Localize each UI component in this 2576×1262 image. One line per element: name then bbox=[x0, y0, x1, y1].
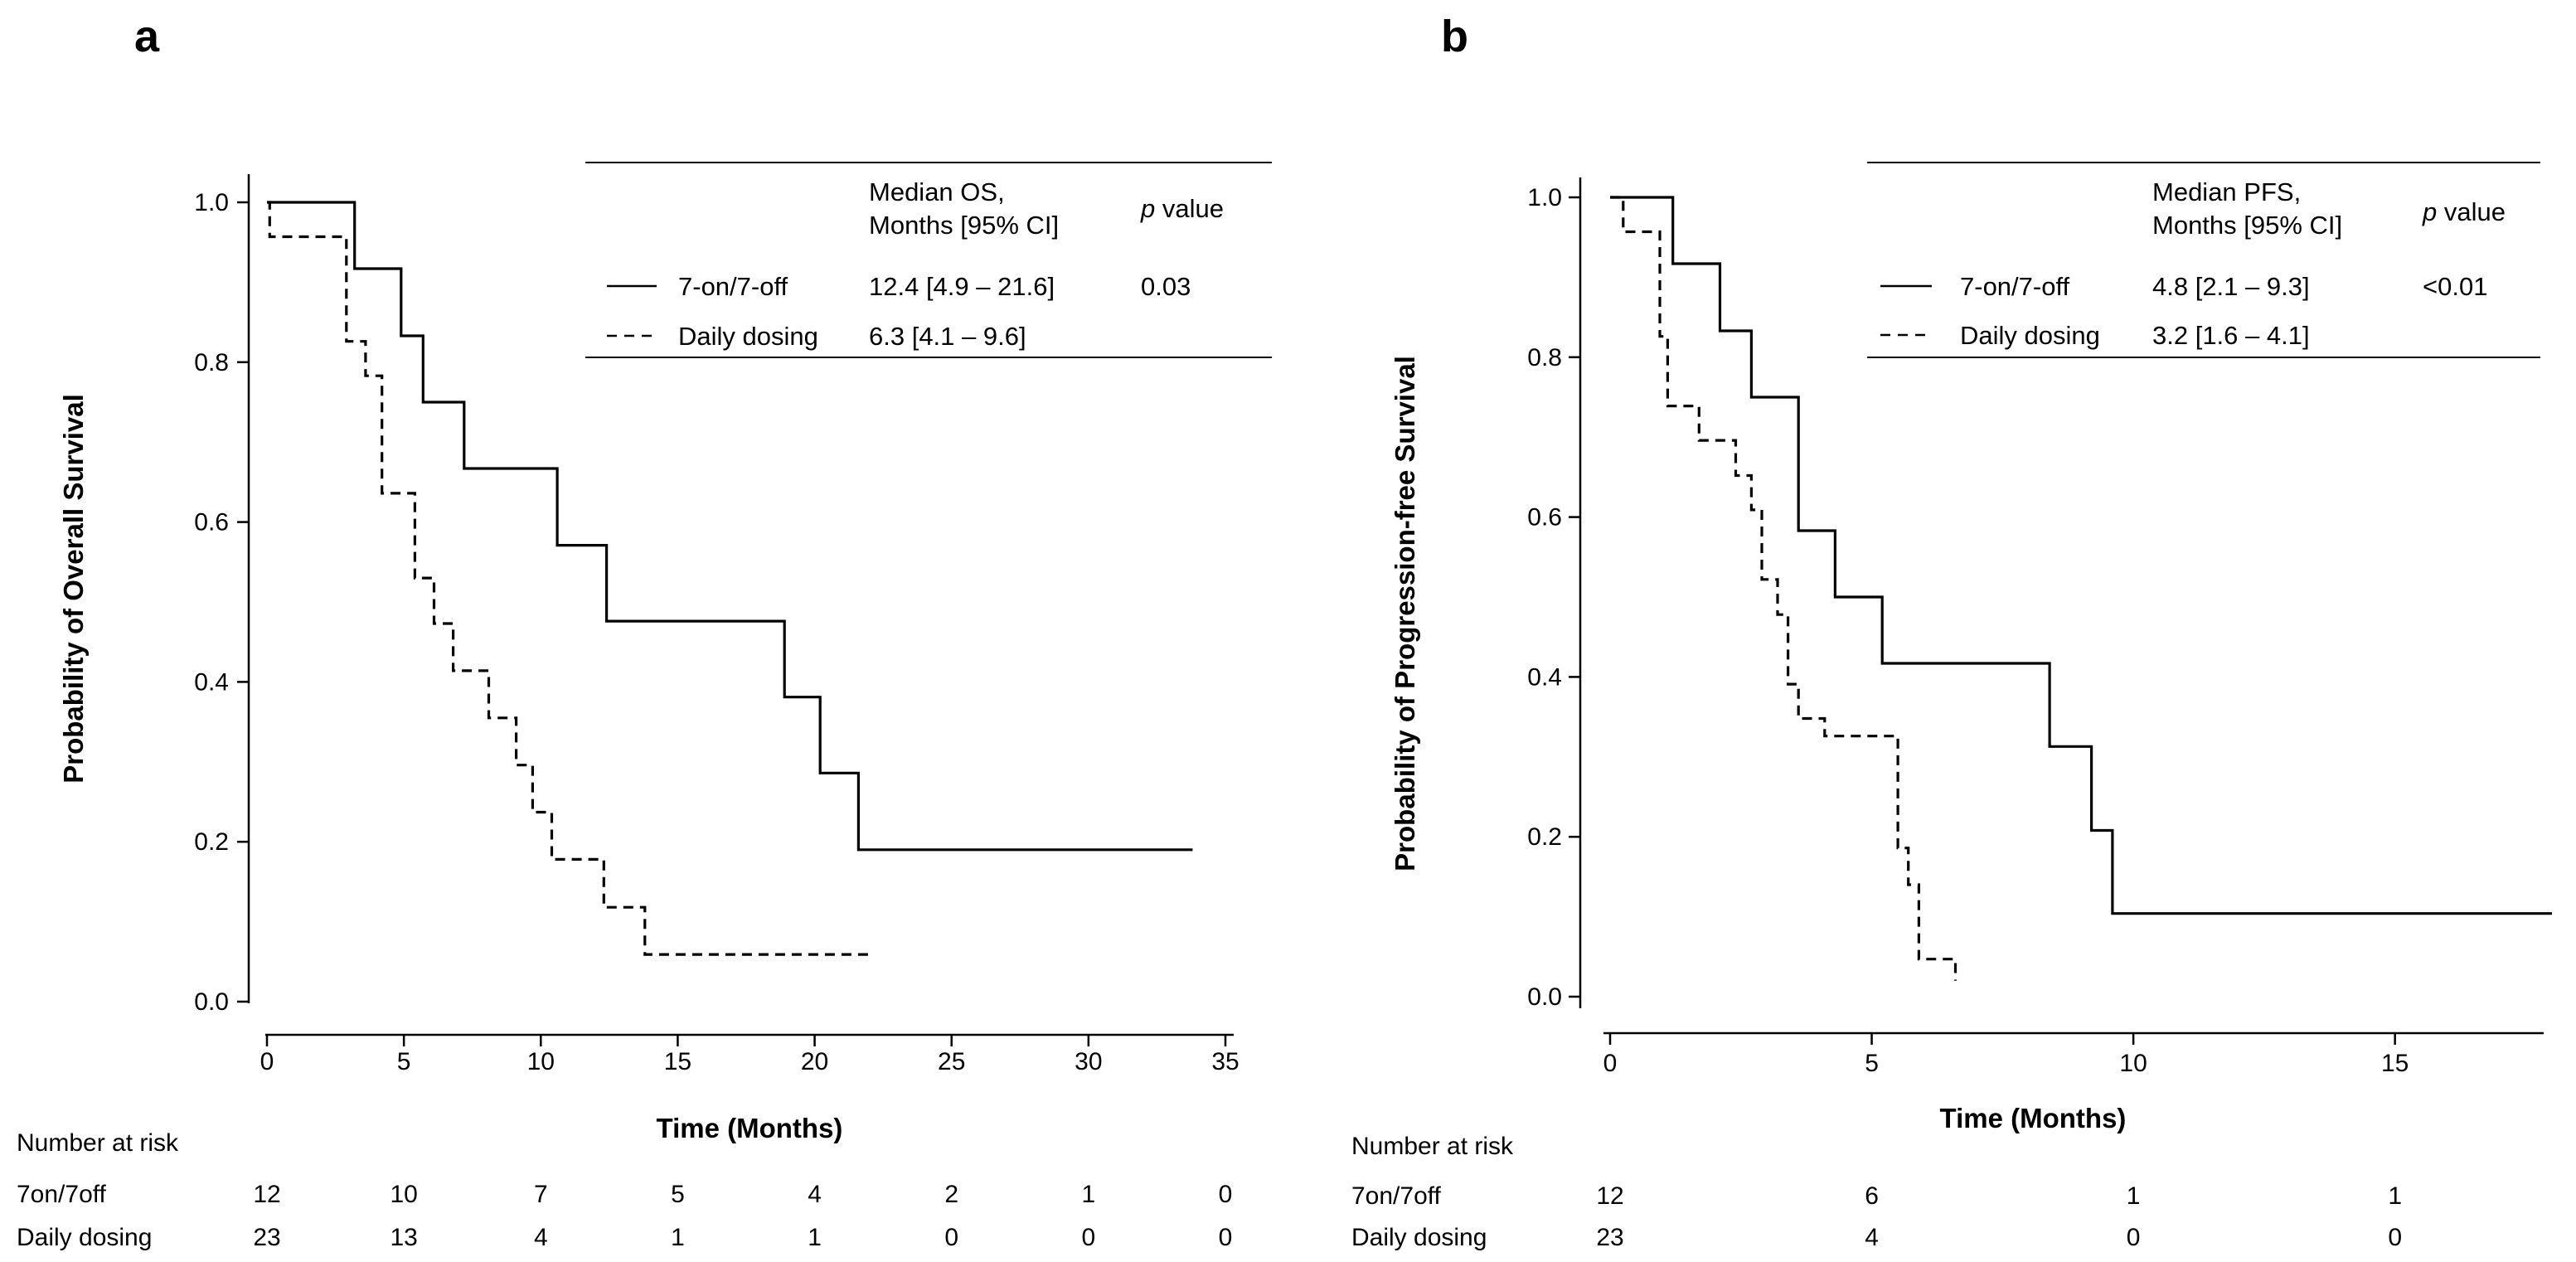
panel-b-legend-p-italic: p bbox=[2422, 197, 2437, 226]
y-tick-label: 0.0 bbox=[1527, 983, 1562, 1011]
seven-on-seven-off-curve bbox=[1610, 196, 2552, 915]
panel-a-y-ticks: 0.0 0.2 0.4 0.6 0.8 1.0 bbox=[194, 189, 249, 1016]
panel-a-legend-header-line1: Median OS, bbox=[869, 177, 1005, 206]
x-tick-label: 15 bbox=[2381, 1050, 2409, 1077]
panel-b-risk-row1-label: 7on/7off bbox=[1351, 1182, 1442, 1210]
x-tick-label: 10 bbox=[527, 1048, 555, 1075]
risk-value: 7 bbox=[534, 1181, 548, 1208]
panel-a-risk-values: 12 10 7 5 4 2 1 023 13 4 1 1 0 0 0 bbox=[253, 1181, 1232, 1251]
x-tick-label: 15 bbox=[664, 1048, 691, 1075]
risk-value: 5 bbox=[671, 1181, 685, 1208]
risk-value: 23 bbox=[253, 1224, 280, 1251]
risk-value: 4 bbox=[1865, 1224, 1879, 1251]
panel-a-risk-row1-label: 7on/7off bbox=[17, 1181, 107, 1208]
panel-a-legend-header-line2: Months [95% CI] bbox=[869, 211, 1059, 240]
risk-value: 6 bbox=[1865, 1182, 1879, 1210]
panel-a-legend: Median OS, Months [95% CI] p value 7-on/… bbox=[585, 162, 1272, 358]
panel-a-legend-row1-p: 0.03 bbox=[1141, 272, 1191, 301]
panel-a-y-axis-label: Probability of Overall Survival bbox=[58, 394, 89, 784]
panel-b-legend-row1-median: 4.8 [2.1 – 9.3] bbox=[2152, 272, 2310, 301]
panel-a-legend-row1-label: 7-on/7-off bbox=[678, 272, 788, 301]
risk-value: 0 bbox=[1219, 1224, 1233, 1251]
panel-b-legend-p-header: p value bbox=[2422, 197, 2506, 226]
risk-value: 1 bbox=[2127, 1182, 2141, 1210]
risk-value: 2 bbox=[944, 1181, 958, 1208]
risk-value: 0 bbox=[1082, 1224, 1096, 1251]
y-tick-label: 1.0 bbox=[194, 189, 229, 216]
panel-a-legend-row1-median: 12.4 [4.9 – 21.6] bbox=[869, 272, 1055, 301]
panel-b-x-axis-label: Time (Months) bbox=[1940, 1103, 2127, 1133]
risk-value: 13 bbox=[390, 1224, 417, 1251]
panel-a-legend-row2-median: 6.3 [4.1 – 9.6] bbox=[869, 322, 1026, 351]
panel-b-legend-row1-label: 7-on/7-off bbox=[1960, 272, 2070, 301]
panel-b-legend: Median PFS, Months [95% CI] p value 7-on… bbox=[1867, 162, 2540, 358]
seven-on-seven-off-curve bbox=[267, 201, 1193, 852]
panel-a-x-ticks: 0 5 10 15 20 25 30 35 bbox=[260, 1035, 1239, 1075]
panel-b-x-ticks: 0 5 10 15 bbox=[1603, 1033, 2409, 1077]
panel-b-legend-row1-p: <0.01 bbox=[2423, 272, 2487, 301]
panel-b-y-ticks: 0.0 0.2 0.4 0.6 0.8 1.0 bbox=[1527, 184, 1580, 1011]
panel-a-curves bbox=[267, 201, 1193, 956]
x-tick-label: 0 bbox=[1603, 1050, 1618, 1077]
risk-value: 4 bbox=[534, 1224, 548, 1251]
panel-a-chart: a 0.00.20.40.60.81.0 0 5 10 15 20 25 30 35 Time… bbox=[17, 12, 1272, 1251]
panel-a-x-axis-label: Time (Months) bbox=[657, 1113, 843, 1143]
panel-b-legend-row2-label: Daily dosing bbox=[1960, 321, 2100, 350]
panel-a-legend-row2-label: Daily dosing bbox=[678, 322, 818, 351]
risk-value: 1 bbox=[1082, 1181, 1096, 1208]
y-tick-label: 0.4 bbox=[194, 668, 229, 696]
panel-b-risk-values: 12 6 1 1 23 4 0 0 bbox=[1596, 1182, 2402, 1251]
y-tick-label: 0.8 bbox=[1527, 344, 1562, 371]
panel-b-curves bbox=[1610, 196, 2552, 981]
x-tick-label: 5 bbox=[1865, 1050, 1879, 1077]
panel-b-chart: b 0.00.20.40.60.81.0 0 5 10 15 Time (Months… bbox=[1351, 12, 2552, 1251]
panel-b-risk-title: Number at risk bbox=[1351, 1133, 1514, 1160]
risk-value: 10 bbox=[390, 1181, 417, 1208]
y-tick-label: 0.6 bbox=[194, 509, 229, 536]
panel-b-letter: b bbox=[1441, 12, 1468, 61]
risk-value: 0 bbox=[2127, 1224, 2141, 1251]
x-tick-label: 10 bbox=[2119, 1050, 2147, 1077]
risk-value: 1 bbox=[808, 1224, 822, 1251]
y-tick-label: 0.4 bbox=[1527, 663, 1562, 691]
risk-value: 23 bbox=[1596, 1224, 1623, 1251]
y-tick-label: 1.0 bbox=[1527, 184, 1562, 211]
risk-value: 4 bbox=[808, 1181, 822, 1208]
y-tick-label: 0.6 bbox=[1527, 504, 1562, 531]
risk-value: 1 bbox=[2388, 1182, 2402, 1210]
panel-b-legend-header-line1: Median PFS, bbox=[2152, 177, 2301, 206]
x-tick-label: 5 bbox=[397, 1048, 411, 1075]
panel-a-risk-row2-label: Daily dosing bbox=[17, 1224, 152, 1251]
panel-a-legend-p-rest: value bbox=[1155, 194, 1224, 223]
y-tick-label: 0.8 bbox=[194, 349, 229, 376]
x-tick-label: 0 bbox=[260, 1048, 274, 1075]
panel-a-letter: a bbox=[134, 12, 160, 61]
panel-a-risk-title: Number at risk bbox=[17, 1129, 179, 1157]
panel-b-risk-table: Number at risk 7on/7off Daily dosing 12 6… bbox=[1351, 1133, 2402, 1251]
risk-value: 0 bbox=[944, 1224, 958, 1251]
daily-dosing-curve bbox=[1610, 196, 1957, 981]
panel-b-legend-row2-median: 3.2 [1.6 – 4.1] bbox=[2152, 321, 2310, 350]
panel-b-y-axis-label: Probability of Progression-free Survival bbox=[1390, 356, 1420, 871]
x-tick-label: 20 bbox=[801, 1048, 828, 1075]
x-tick-label: 25 bbox=[938, 1048, 965, 1075]
risk-value: 1 bbox=[671, 1224, 685, 1251]
risk-value: 12 bbox=[1596, 1182, 1623, 1210]
panel-a-legend-p-italic: p bbox=[1140, 194, 1155, 223]
x-tick-label: 35 bbox=[1211, 1048, 1239, 1075]
risk-value: 0 bbox=[2388, 1224, 2402, 1251]
y-tick-label: 0.2 bbox=[1527, 823, 1562, 851]
panel-a-risk-table: Number at risk 7on/7off Daily dosing 12 1… bbox=[17, 1129, 1232, 1251]
x-tick-label: 30 bbox=[1075, 1048, 1102, 1075]
daily-dosing-curve bbox=[267, 201, 870, 956]
panel-a-legend-p-header: p value bbox=[1140, 194, 1224, 223]
panel-b-legend-header-line2: Months [95% CI] bbox=[2152, 211, 2342, 240]
y-tick-label: 0.0 bbox=[194, 988, 229, 1016]
risk-value: 12 bbox=[253, 1181, 280, 1208]
panel-b-legend-p-rest: value bbox=[2437, 197, 2506, 226]
y-tick-label: 0.2 bbox=[194, 828, 229, 856]
risk-value: 0 bbox=[1219, 1181, 1233, 1208]
panel-b-risk-row2-label: Daily dosing bbox=[1351, 1224, 1487, 1251]
